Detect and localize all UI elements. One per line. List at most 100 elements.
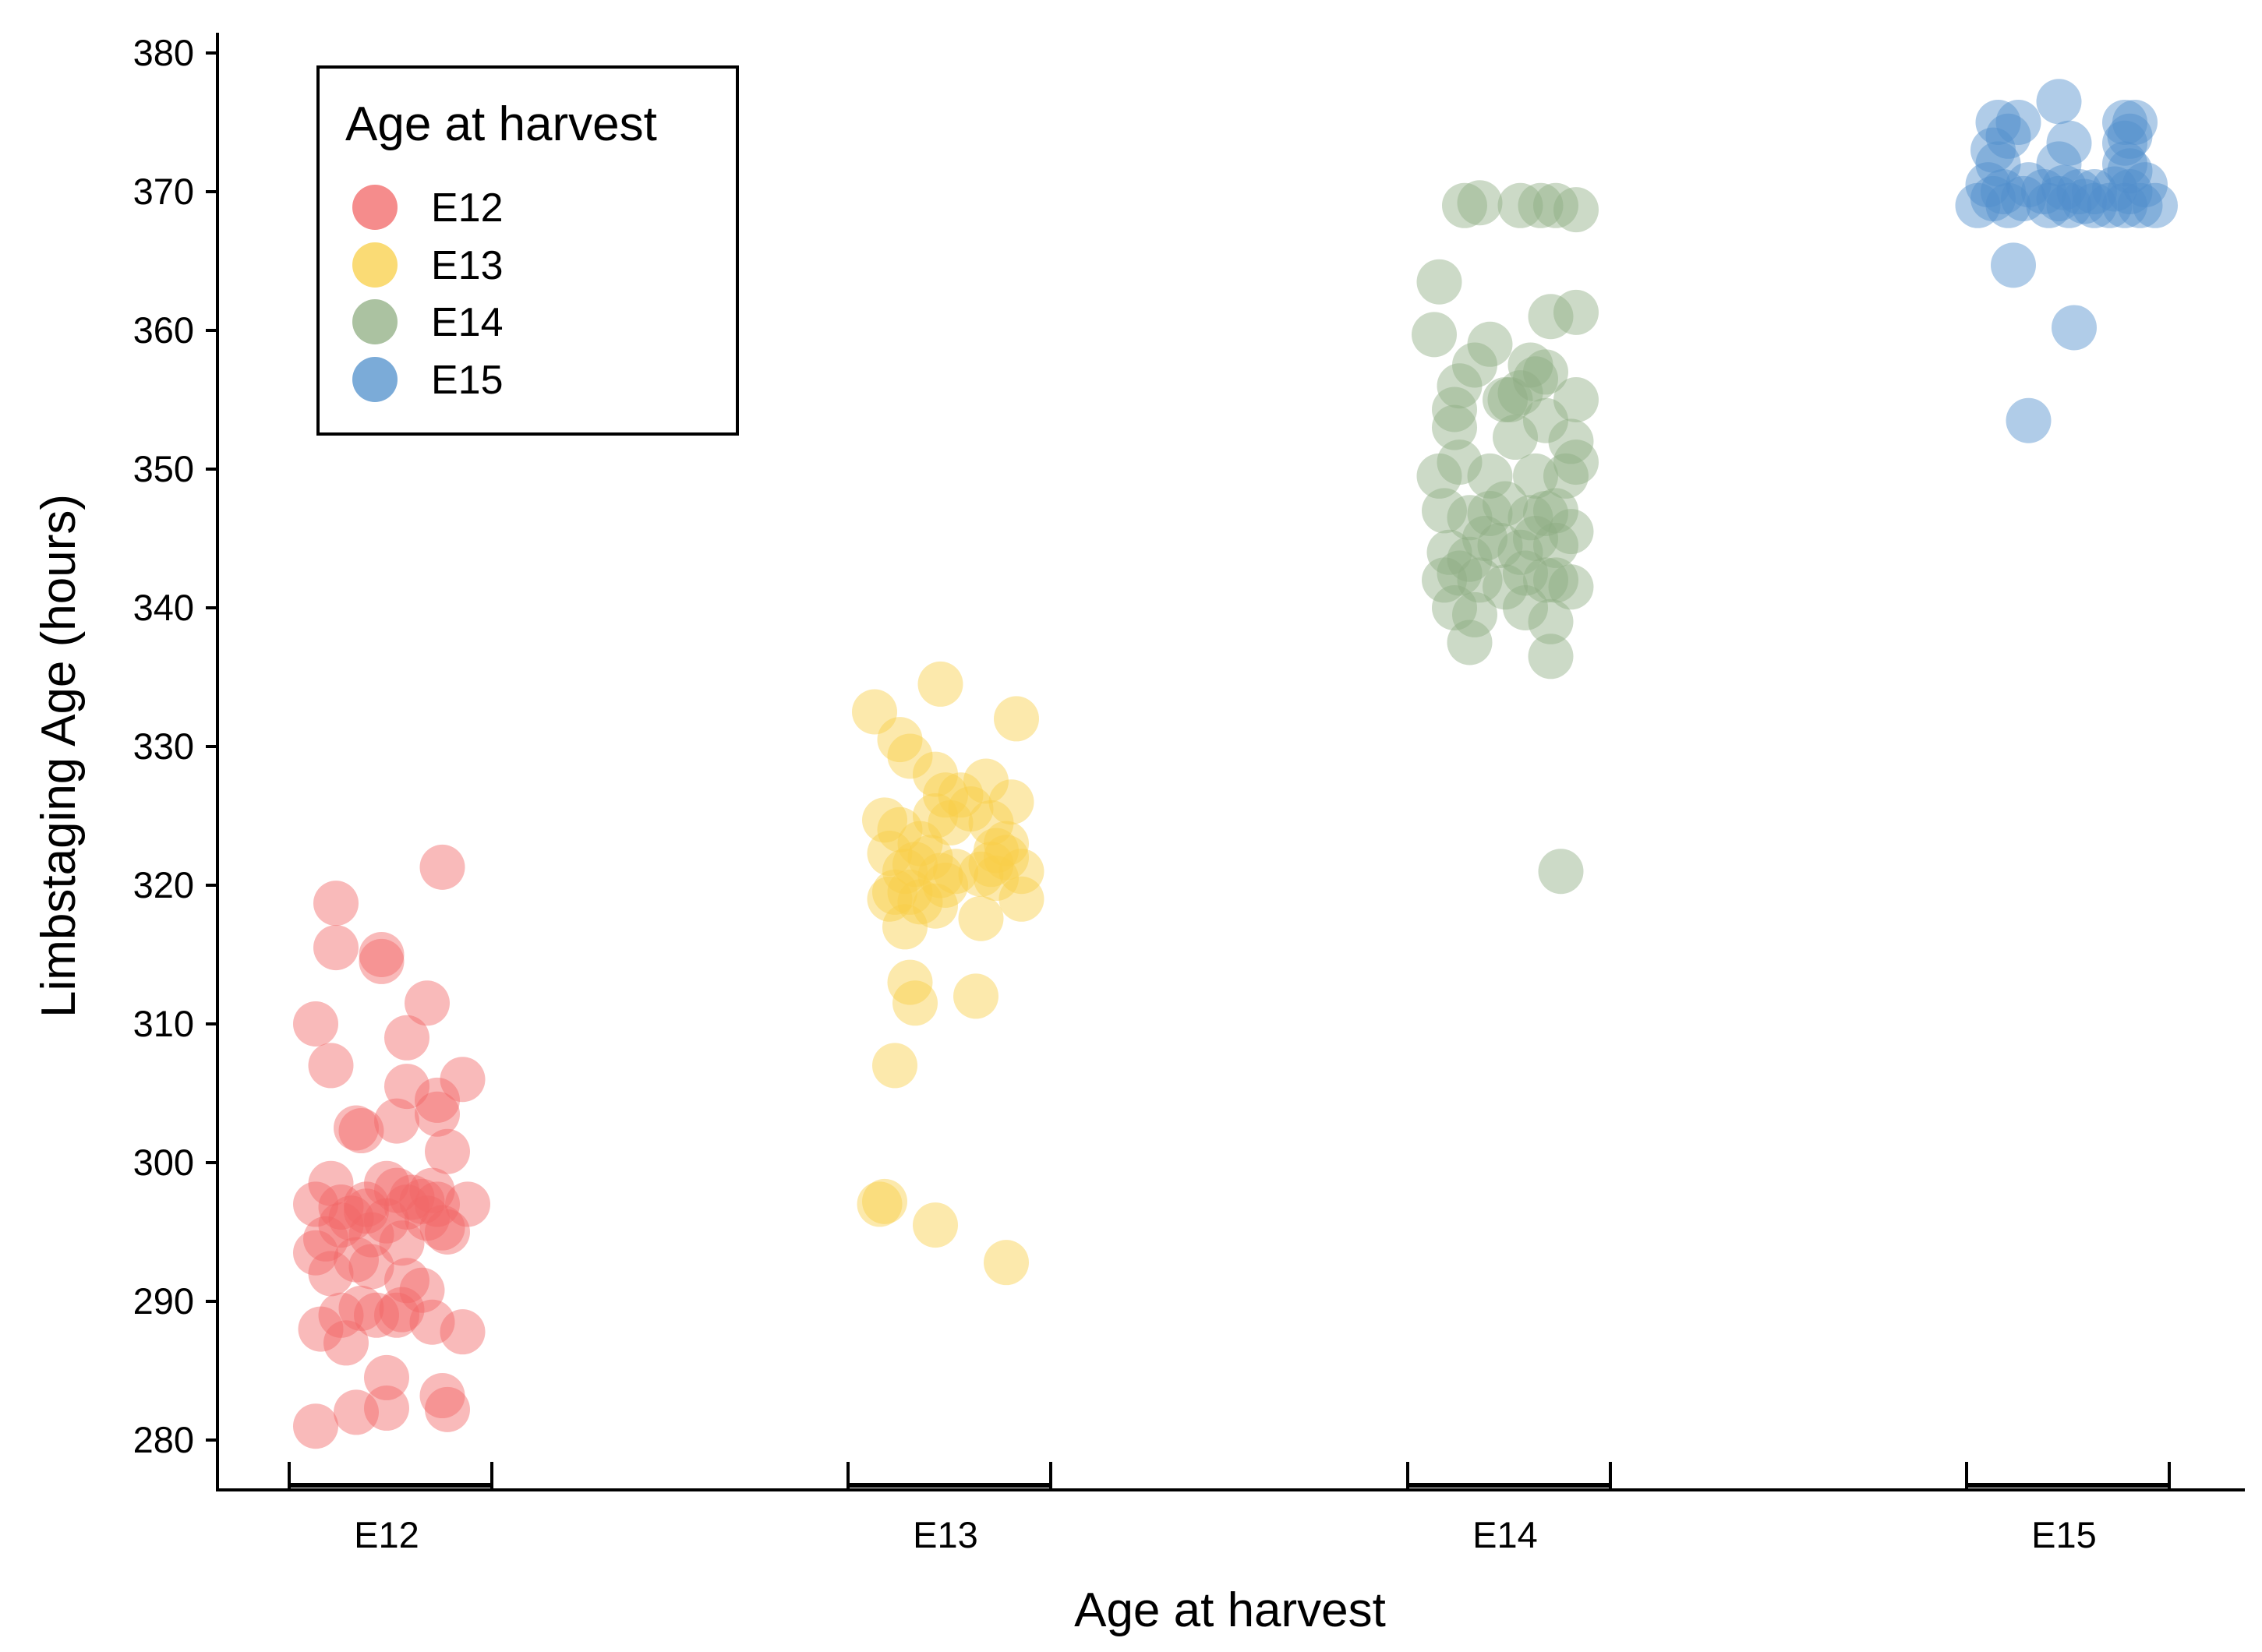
scatter-point-e15 (2102, 100, 2147, 145)
scatter-point-e13 (897, 821, 943, 867)
points-layer (293, 79, 2178, 1449)
scatter-point-e12 (293, 1181, 338, 1227)
scatter-point-e15 (2001, 175, 2046, 221)
scatter-point-e15 (1955, 182, 2001, 228)
scatter-point-e14 (1543, 453, 1589, 499)
scatter-point-e12 (364, 1198, 409, 1244)
scatter-point-e12 (338, 1108, 384, 1154)
scatter-point-e14 (1553, 289, 1599, 335)
scatter-point-e13 (933, 849, 978, 895)
scatter-point-e13 (984, 821, 1029, 867)
scatter-point-e14 (1447, 536, 1493, 582)
scatter-point-e12 (419, 1373, 465, 1419)
scatter-point-e12 (348, 1212, 394, 1258)
scatter-point-e13 (882, 849, 928, 895)
x-tick-range-e13 (846, 1462, 1052, 1490)
scatter-point-e15 (2021, 169, 2066, 214)
scatter-point-e15 (2122, 162, 2168, 208)
scatter-point-e13 (887, 869, 933, 915)
scatter-point-e12 (308, 1251, 354, 1297)
scatter-point-e13 (958, 851, 1004, 897)
scatter-point-e12 (344, 1188, 389, 1234)
scatter-point-e13 (897, 879, 943, 925)
scatter-point-e13 (988, 779, 1034, 825)
scatter-point-e14 (1528, 598, 1574, 644)
scatter-point-e14 (1487, 377, 1533, 422)
scatter-point-e15 (2006, 397, 2052, 443)
scatter-point-e13 (867, 831, 913, 877)
scatter-point-e14 (1507, 342, 1553, 388)
scatter-point-e14 (1426, 529, 1472, 575)
scatter-point-e14 (1548, 509, 1594, 555)
scatter-point-e14 (1437, 363, 1483, 409)
scatter-point-e13 (867, 876, 913, 922)
scatter-point-e13 (998, 876, 1044, 922)
scatter-point-e13 (994, 696, 1039, 742)
scatter-point-e14 (1457, 557, 1503, 603)
scatter-point-e14 (1483, 481, 1528, 527)
legend-marker-e15 (352, 357, 398, 402)
scatter-point-e14 (1548, 564, 1594, 610)
scatter-point-e12 (384, 1258, 429, 1304)
scatter-point-e14 (1518, 182, 1564, 228)
scatter-point-e12 (293, 1001, 338, 1047)
scatter-point-e13 (928, 800, 974, 845)
scatter-point-e15 (1991, 242, 2036, 288)
scatter-point-e13 (887, 959, 933, 1005)
scatter-point-e14 (1507, 495, 1553, 541)
scatter-point-e14 (1497, 529, 1543, 575)
scatter-point-e15 (2117, 182, 2163, 228)
scatter-point-e13 (852, 689, 897, 735)
scatter-point-e15 (1965, 162, 2011, 208)
x-axis-title: Age at harvest (1074, 1583, 1386, 1637)
scatter-point-e12 (334, 1237, 379, 1283)
scatter-point-e14 (1437, 550, 1483, 596)
scatter-point-e14 (1412, 312, 1457, 358)
scatter-point-e12 (374, 1292, 419, 1338)
scatter-point-e12 (419, 844, 465, 890)
scatter-point-e13 (917, 661, 963, 707)
legend-marker-e13 (352, 242, 398, 288)
x-tick-range-e12 (288, 1462, 493, 1490)
scatter-point-e14 (1442, 182, 1487, 228)
scatter-point-e12 (399, 1178, 445, 1224)
scatter-point-e15 (1985, 113, 2031, 159)
scatter-point-e14 (1497, 370, 1543, 416)
scatter-point-e12 (293, 1403, 338, 1449)
scatter-point-e12 (318, 1184, 364, 1230)
y-tick-label: 380 (133, 32, 194, 73)
scatter-point-e12 (344, 1181, 389, 1227)
y-tick-label: 370 (133, 171, 194, 212)
scatter-point-e12 (374, 1167, 419, 1213)
scatter-point-e14 (1477, 522, 1523, 568)
scatter-point-e13 (938, 772, 984, 818)
x-tick-label-e14: E14 (1472, 1514, 1538, 1555)
scatter-point-e13 (968, 842, 1014, 888)
y-tick-label: 320 (133, 864, 194, 905)
scatter-point-e15 (2107, 148, 2153, 194)
scatter-point-e13 (862, 797, 907, 843)
scatter-point-e12 (405, 1195, 450, 1241)
scatter-point-e12 (415, 1181, 460, 1227)
scatter-point-e15 (2041, 164, 2087, 210)
scatter-point-e15 (1970, 175, 2016, 221)
scatter-point-e13 (963, 758, 1009, 804)
scatter-point-e15 (2036, 175, 2082, 221)
y-tick-label: 290 (133, 1280, 194, 1322)
scatter-point-e13 (948, 786, 994, 832)
scatter-point-e15 (2036, 141, 2082, 187)
scatter-point-e14 (1513, 453, 1558, 499)
scatter-point-e12 (389, 1174, 435, 1220)
scatter-point-e14 (1533, 522, 1578, 568)
scatter-point-e13 (862, 1178, 907, 1224)
x-tick-range-e15 (1965, 1462, 2171, 1490)
scatter-point-e12 (409, 1167, 455, 1213)
scatter-point-e12 (334, 1105, 379, 1151)
scatter-point-e15 (2102, 182, 2147, 228)
scatter-point-e14 (1497, 182, 1543, 228)
scatter-point-e14 (1523, 490, 1568, 536)
scatter-point-e12 (445, 1181, 490, 1227)
scatter-point-e12 (379, 1220, 425, 1266)
scatter-point-e14 (1467, 490, 1513, 536)
scatter-point-e12 (419, 1205, 465, 1251)
